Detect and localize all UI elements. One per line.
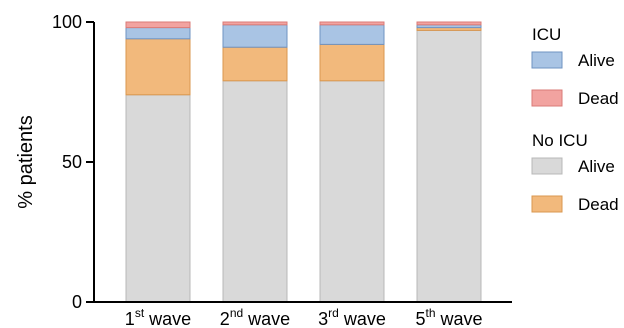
bar-segment-noicu-alive-4 xyxy=(416,29,482,303)
legend-group-title: No ICU xyxy=(532,131,588,150)
legend-swatch-noicu-dead xyxy=(531,195,563,213)
bar-segment-icu-dead-4 xyxy=(416,21,482,26)
legend-label-noicu-dead: Dead xyxy=(578,195,619,214)
bar-segment-noicu-alive-2 xyxy=(222,80,288,303)
bar-segment-noicu-dead-2 xyxy=(222,46,288,82)
legend-swatch-icu-dead xyxy=(531,89,563,107)
legend: ICU Alive Dead No ICU Alive Dead xyxy=(531,25,619,214)
bar-segment-icu-alive-2 xyxy=(222,24,288,48)
legend-label-icu-alive: Alive xyxy=(578,51,615,70)
bar-segment-icu-dead-3 xyxy=(319,21,385,26)
x-tick-label: 5th wave xyxy=(415,306,482,328)
x-tick-label: 3rd wave xyxy=(318,306,386,328)
y-axis-title: % patients xyxy=(15,115,37,208)
x-tick-label: 1st wave xyxy=(125,306,191,328)
bar-segment-noicu-alive-3 xyxy=(319,80,385,303)
x-axis: 1st wave 2nd wave 3rd wave 5th wave xyxy=(94,301,512,328)
x-tick-label: 2nd wave xyxy=(220,306,290,328)
bar-segment-icu-dead-1 xyxy=(125,21,191,29)
bar-segment-noicu-dead-3 xyxy=(319,43,385,82)
bar-segment-noicu-alive-1 xyxy=(125,94,191,303)
bar-segment-icu-alive-3 xyxy=(319,24,385,45)
legend-group-title: ICU xyxy=(532,25,561,44)
y-tick-label: 100 xyxy=(52,12,82,32)
bar-segment-noicu-dead-1 xyxy=(125,38,191,96)
bar-segment-icu-dead-2 xyxy=(222,21,288,26)
legend-label-noicu-alive: Alive xyxy=(578,157,615,176)
bar-segment-icu-alive-1 xyxy=(125,27,191,40)
legend-swatch-noicu-alive xyxy=(531,157,563,175)
y-axis: 0 50 100 xyxy=(52,12,95,312)
y-tick-label: 50 xyxy=(62,152,82,172)
plot-area xyxy=(125,21,482,303)
legend-swatch-icu-alive xyxy=(531,51,563,69)
legend-label-icu-dead: Dead xyxy=(578,89,619,108)
y-tick-label: 0 xyxy=(72,292,82,312)
